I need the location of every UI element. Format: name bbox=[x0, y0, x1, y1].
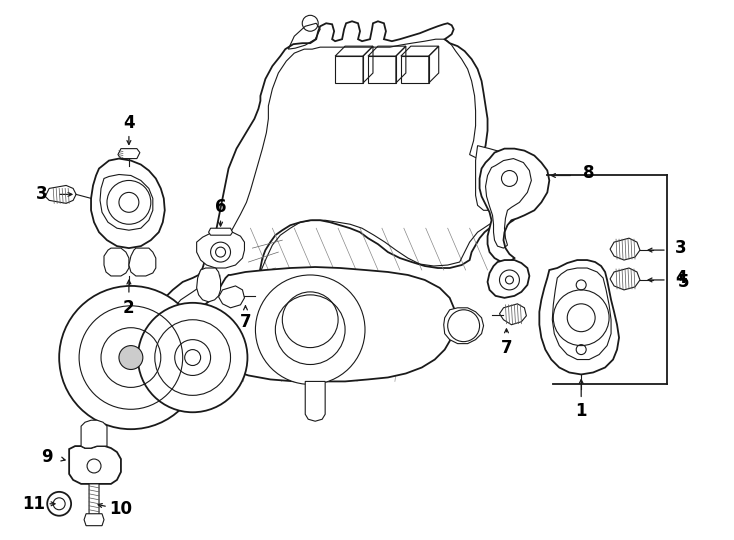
Polygon shape bbox=[146, 21, 523, 400]
Polygon shape bbox=[487, 260, 529, 298]
Circle shape bbox=[255, 275, 365, 384]
Polygon shape bbox=[104, 248, 129, 276]
Text: 11: 11 bbox=[22, 495, 45, 513]
Circle shape bbox=[47, 492, 71, 516]
Circle shape bbox=[119, 346, 143, 369]
Polygon shape bbox=[197, 267, 454, 381]
Text: 9: 9 bbox=[41, 448, 53, 466]
Text: 1: 1 bbox=[575, 402, 587, 420]
Polygon shape bbox=[219, 286, 244, 308]
Circle shape bbox=[59, 286, 203, 429]
Text: 4: 4 bbox=[123, 114, 135, 132]
Text: 3: 3 bbox=[675, 239, 686, 257]
Polygon shape bbox=[89, 484, 99, 518]
Text: 5: 5 bbox=[678, 273, 689, 291]
Text: 7: 7 bbox=[501, 339, 512, 356]
Polygon shape bbox=[610, 238, 640, 260]
Polygon shape bbox=[444, 308, 484, 343]
Polygon shape bbox=[610, 268, 640, 290]
Circle shape bbox=[138, 303, 247, 412]
Text: 7: 7 bbox=[239, 313, 251, 330]
Polygon shape bbox=[197, 230, 244, 268]
Polygon shape bbox=[500, 304, 526, 325]
Polygon shape bbox=[479, 148, 549, 262]
Polygon shape bbox=[129, 248, 156, 276]
Circle shape bbox=[185, 349, 200, 366]
Text: 4: 4 bbox=[675, 269, 686, 287]
Text: 10: 10 bbox=[109, 500, 132, 518]
Polygon shape bbox=[197, 268, 220, 302]
Polygon shape bbox=[118, 148, 140, 159]
Circle shape bbox=[269, 278, 352, 361]
Polygon shape bbox=[539, 260, 619, 374]
Text: 2: 2 bbox=[123, 299, 135, 317]
Polygon shape bbox=[46, 185, 76, 204]
Polygon shape bbox=[81, 420, 107, 448]
Text: 6: 6 bbox=[215, 198, 226, 217]
Text: 3: 3 bbox=[35, 185, 47, 204]
Polygon shape bbox=[69, 446, 121, 484]
Polygon shape bbox=[91, 159, 164, 248]
Polygon shape bbox=[84, 514, 104, 525]
Polygon shape bbox=[81, 308, 175, 409]
Polygon shape bbox=[208, 228, 233, 235]
Polygon shape bbox=[305, 381, 325, 421]
Text: 8: 8 bbox=[584, 164, 595, 181]
Polygon shape bbox=[476, 146, 523, 210]
